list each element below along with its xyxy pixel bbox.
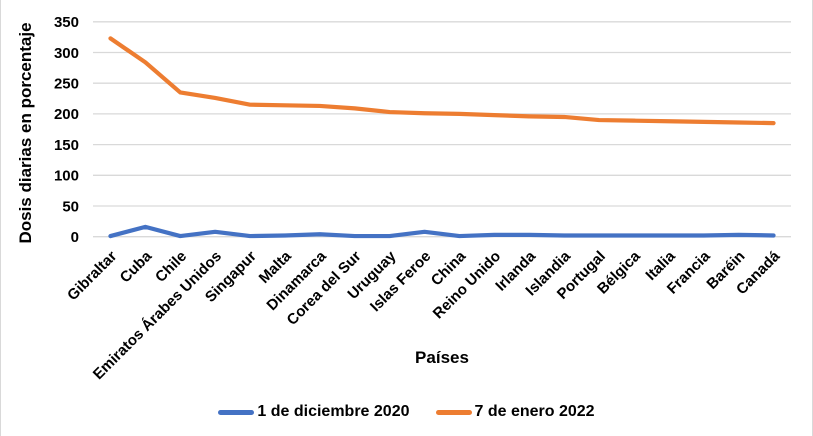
y-tick-label: 50 [62,198,79,215]
legend-item-serie-2: 7 de enero 2022 [435,403,595,421]
series-line-2 [108,36,776,126]
legend-label-serie-1: 1 de diciembre 2020 [257,403,410,420]
series-line-1 [108,224,776,239]
y-tick-label: 100 [54,168,79,185]
y-tick-label: 250 [54,75,79,92]
legend-item-serie-1: 1 de diciembre 2020 [218,403,410,421]
x-axis-title: Países [415,348,469,367]
y-axis-title: Dosis diarias en porcentaje [16,22,35,244]
y-tick-label: 350 [54,14,79,31]
y-tick-label: 200 [54,106,79,123]
legend-swatch-blue-line-icon [218,409,255,415]
legend-swatch-orange-line-icon [435,409,472,415]
y-tick-label: 0 [71,229,79,246]
x-category-label: Gibraltar [64,248,120,304]
legend-label-serie-2: 7 de enero 2022 [474,403,595,420]
y-tick-label: 150 [54,137,79,154]
y-tick-label: 300 [54,45,79,62]
x-category-label: Cuba [117,247,156,286]
chart-legend: 1 de diciembre 2020 7 de enero 2022 [1,403,812,421]
